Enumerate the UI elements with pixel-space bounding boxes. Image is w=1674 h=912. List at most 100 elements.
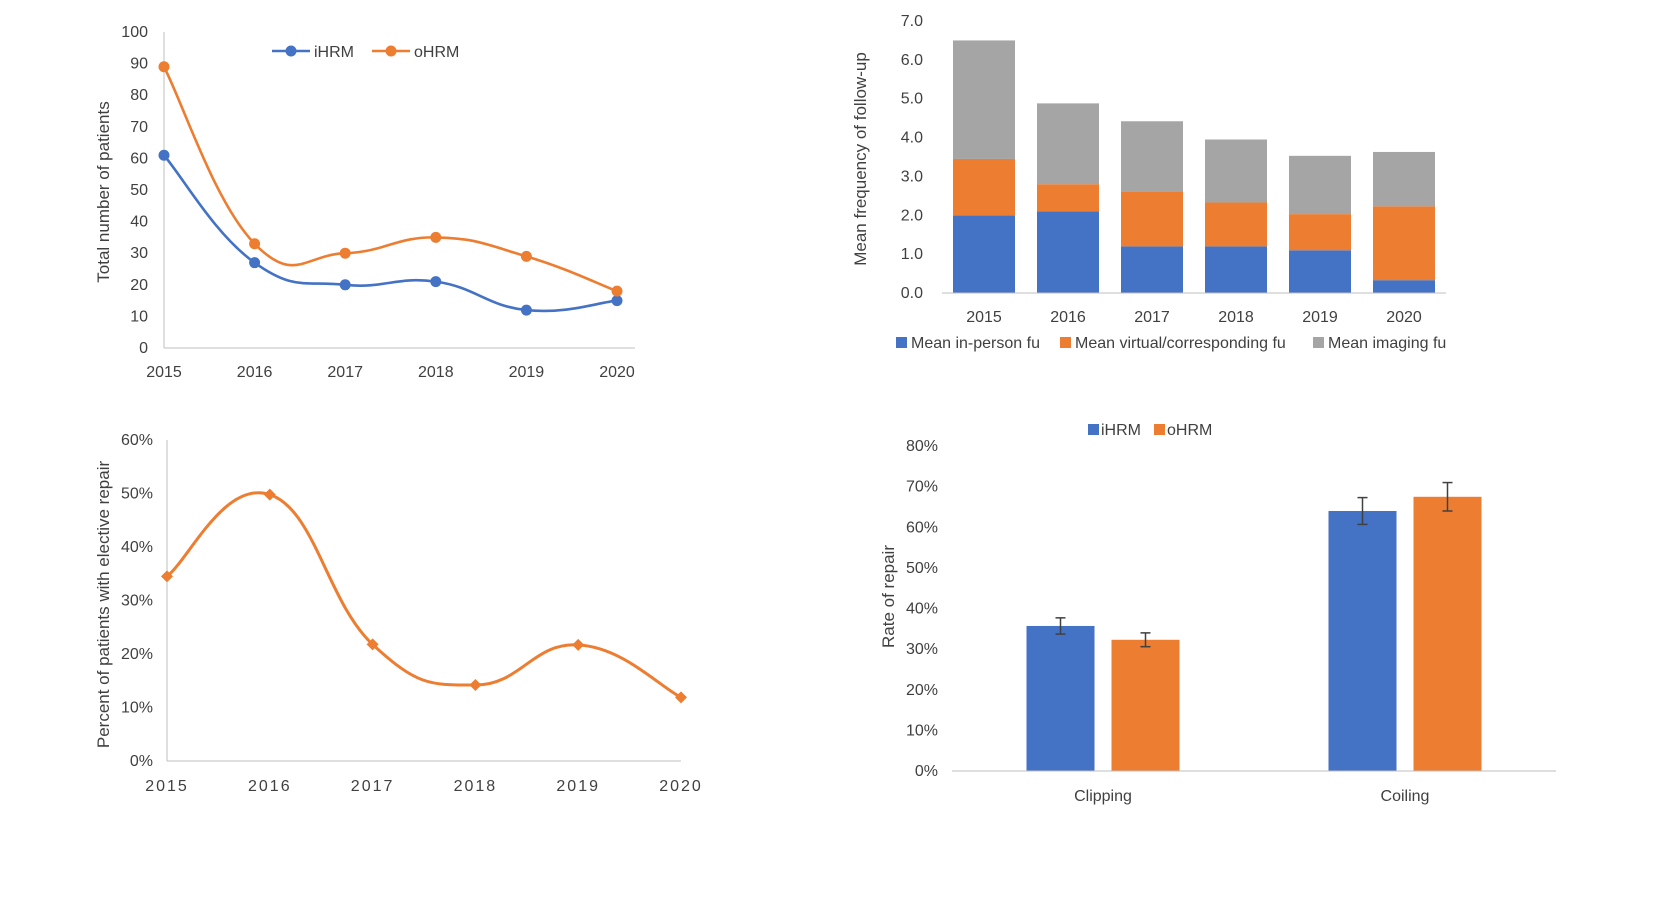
y-tick-label: 60 <box>130 150 148 167</box>
y-tick-label: 30% <box>906 641 938 658</box>
bar-segment <box>1373 280 1435 293</box>
x-tick-label: 2018 <box>1218 309 1254 326</box>
x-tick-label: 2016 <box>237 364 273 381</box>
bar-segment <box>1205 202 1267 247</box>
y-tick-label: 60% <box>121 432 153 449</box>
data-point-iHRM <box>430 276 442 288</box>
y-tick-label: 20 <box>130 277 148 294</box>
bar-segment <box>1037 103 1099 185</box>
chart-elective-repair: 0% 10% 20% 30% 40% 50% 60% 2015 2016 2017 2018 2019… <box>94 432 703 795</box>
bar-segment <box>1121 191 1183 247</box>
y-axis-title: Mean frequency of follow-up <box>851 52 870 266</box>
legend-label: iHRM <box>314 44 354 61</box>
y-tick-label: 10% <box>121 700 153 717</box>
y-tick-label: 30% <box>121 593 153 610</box>
x-tick-label: 2019 <box>556 778 600 795</box>
y-axis-title: Percent of patients with elective repair <box>94 461 113 749</box>
x-tick-label: Clipping <box>1074 788 1132 805</box>
y-tick-label: 0 <box>139 340 148 357</box>
chart-rate-of-repair: 0% 10% 20% 30% 40% 50% 60% 70% 80% Clipping Coilin… <box>879 422 1556 805</box>
x-tick-label: 2016 <box>248 778 292 795</box>
y-tick-label: 100 <box>121 24 148 41</box>
data-point-iHRM <box>520 304 532 316</box>
y-axis-title: Total number of patients <box>94 101 113 282</box>
x-tick-label: 2019 <box>509 364 545 381</box>
y-tick-label: 80 <box>130 87 148 104</box>
bar-iHRM <box>1328 511 1397 771</box>
y-tick-label: 20% <box>906 682 938 699</box>
y-tick-label: 70 <box>130 119 148 136</box>
bar-segment <box>1121 246 1183 293</box>
bar-segment <box>1205 139 1267 203</box>
x-tick-label: 2017 <box>351 778 395 795</box>
y-tick-label: 7.0 <box>901 13 923 30</box>
y-tick-label: 50% <box>121 486 153 503</box>
data-point-marker <box>469 679 482 692</box>
bar-segment <box>1205 246 1267 293</box>
y-tick-label: 80% <box>906 438 938 455</box>
y-axis-title: Rate of repair <box>879 545 898 648</box>
legend-swatch <box>896 337 907 348</box>
y-tick-label: 60% <box>906 519 938 536</box>
bar-oHRM <box>1413 496 1482 771</box>
y-tick-label: 50 <box>130 182 148 199</box>
bar-segment <box>953 40 1015 159</box>
data-point-oHRM <box>158 61 170 73</box>
bar-oHRM <box>1111 639 1180 771</box>
x-tick-label: 2017 <box>1134 309 1170 326</box>
data-point-iHRM <box>339 279 351 291</box>
data-point-oHRM <box>249 238 261 250</box>
legend-label: Mean imaging fu <box>1328 335 1446 352</box>
legend-swatch <box>1060 337 1071 348</box>
y-tick-label: 70% <box>906 479 938 496</box>
data-point-oHRM <box>430 231 442 243</box>
bar-segment <box>1121 121 1183 192</box>
legend-label: iHRM <box>1101 422 1141 439</box>
data-point-iHRM <box>158 149 170 161</box>
data-point-marker <box>572 638 585 651</box>
y-tick-label: 3.0 <box>901 168 923 185</box>
series-line <box>166 491 682 699</box>
y-tick-label: 5.0 <box>901 91 923 108</box>
legend-label: Mean in-person fu <box>911 335 1040 352</box>
legend-marker-iHRM <box>285 45 297 57</box>
y-tick-label: 2.0 <box>901 207 923 224</box>
y-tick-label: 10 <box>130 308 148 325</box>
y-tick-label: 4.0 <box>901 130 923 147</box>
legend-label: oHRM <box>414 44 459 61</box>
y-tick-label: 1.0 <box>901 246 923 263</box>
x-tick-label: 2020 <box>659 778 703 795</box>
x-tick-label: 2020 <box>1386 309 1422 326</box>
data-point-oHRM <box>611 285 623 297</box>
bar-segment <box>1373 151 1435 207</box>
bar-segment <box>1289 250 1351 293</box>
series-line-iHRM <box>163 154 618 313</box>
data-point-marker <box>366 638 379 651</box>
x-tick-label: 2015 <box>145 778 189 795</box>
x-tick-label: 2020 <box>599 364 635 381</box>
x-tick-label: 2015 <box>966 309 1002 326</box>
legend-label: Mean virtual/corresponding fu <box>1075 335 1286 352</box>
x-tick-label: 2016 <box>1050 309 1086 326</box>
legend-swatch <box>1313 337 1324 348</box>
data-point-iHRM <box>611 295 623 307</box>
y-tick-label: 30 <box>130 245 148 262</box>
y-tick-label: 0% <box>915 763 938 780</box>
y-tick-label: 0% <box>130 753 153 770</box>
legend-swatch <box>1088 424 1099 435</box>
bar-segment <box>1037 211 1099 293</box>
y-tick-label: 90 <box>130 56 148 73</box>
legend-label: oHRM <box>1167 422 1212 439</box>
y-tick-label: 20% <box>121 646 153 663</box>
y-tick-label: 40% <box>121 539 153 556</box>
bar-iHRM <box>1026 625 1095 771</box>
chart-mean-follow-up: 0.0 1.0 2.0 3.0 4.0 5.0 6.0 7.0 2015 2016 2017 2018… <box>851 13 1446 352</box>
data-point-iHRM <box>249 257 261 269</box>
y-tick-label: 10% <box>906 722 938 739</box>
x-tick-label: 2015 <box>146 364 182 381</box>
bar-segment <box>1373 206 1435 281</box>
legend-marker-oHRM <box>385 45 397 57</box>
x-tick-label: 2019 <box>1302 309 1338 326</box>
x-tick-label: 2017 <box>327 364 363 381</box>
